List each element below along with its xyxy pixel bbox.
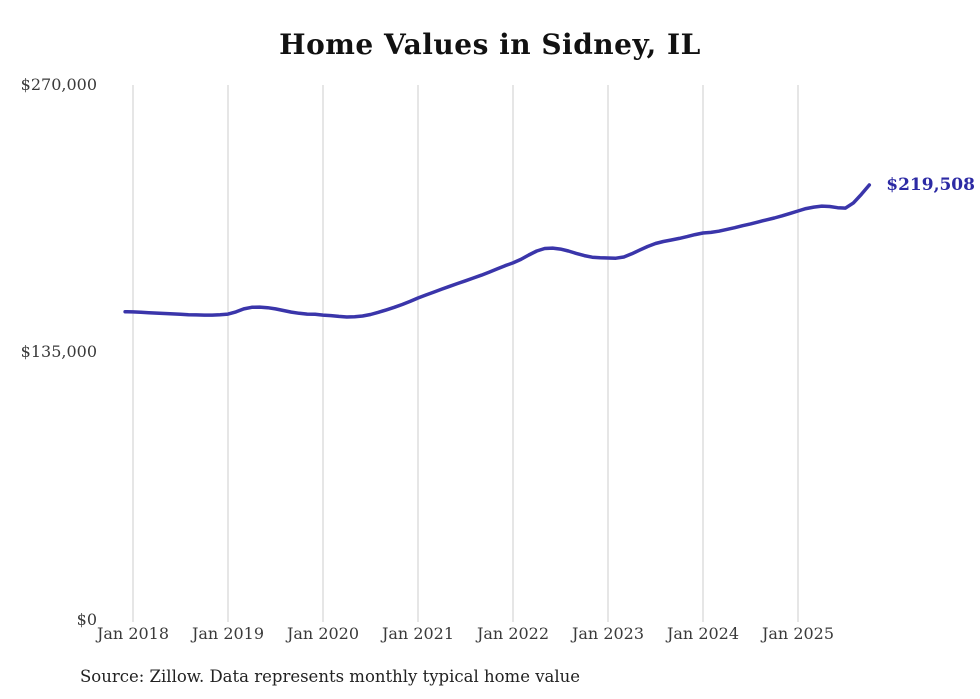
- y-axis-label-135000: $135,000: [20, 342, 97, 361]
- y-axis-label-0: $0: [76, 610, 97, 629]
- x-axis-label-jan-2022: Jan 2022: [476, 624, 550, 643]
- x-axis-label-jan-2020: Jan 2020: [286, 624, 360, 643]
- home-value-series: [123, 183, 872, 319]
- x-axis-label-jan-2025: Jan 2025: [761, 624, 835, 643]
- y-axis-label-270000: $270,000: [20, 75, 97, 94]
- x-axis-label-jan-2021: Jan 2021: [381, 624, 455, 643]
- chart-title: Home Values in Sidney, IL: [279, 28, 701, 61]
- x-axis-label-jan-2023: Jan 2023: [571, 624, 645, 643]
- source-note: Source: Zillow. Data represents monthly …: [80, 667, 581, 686]
- x-axis-label-jan-2019: Jan 2019: [191, 624, 265, 643]
- latest-value-label: $219,508: [886, 175, 975, 196]
- x-axis-label-jan-2018: Jan 2018: [96, 624, 170, 643]
- x-axis-label-jan-2024: Jan 2024: [666, 624, 740, 643]
